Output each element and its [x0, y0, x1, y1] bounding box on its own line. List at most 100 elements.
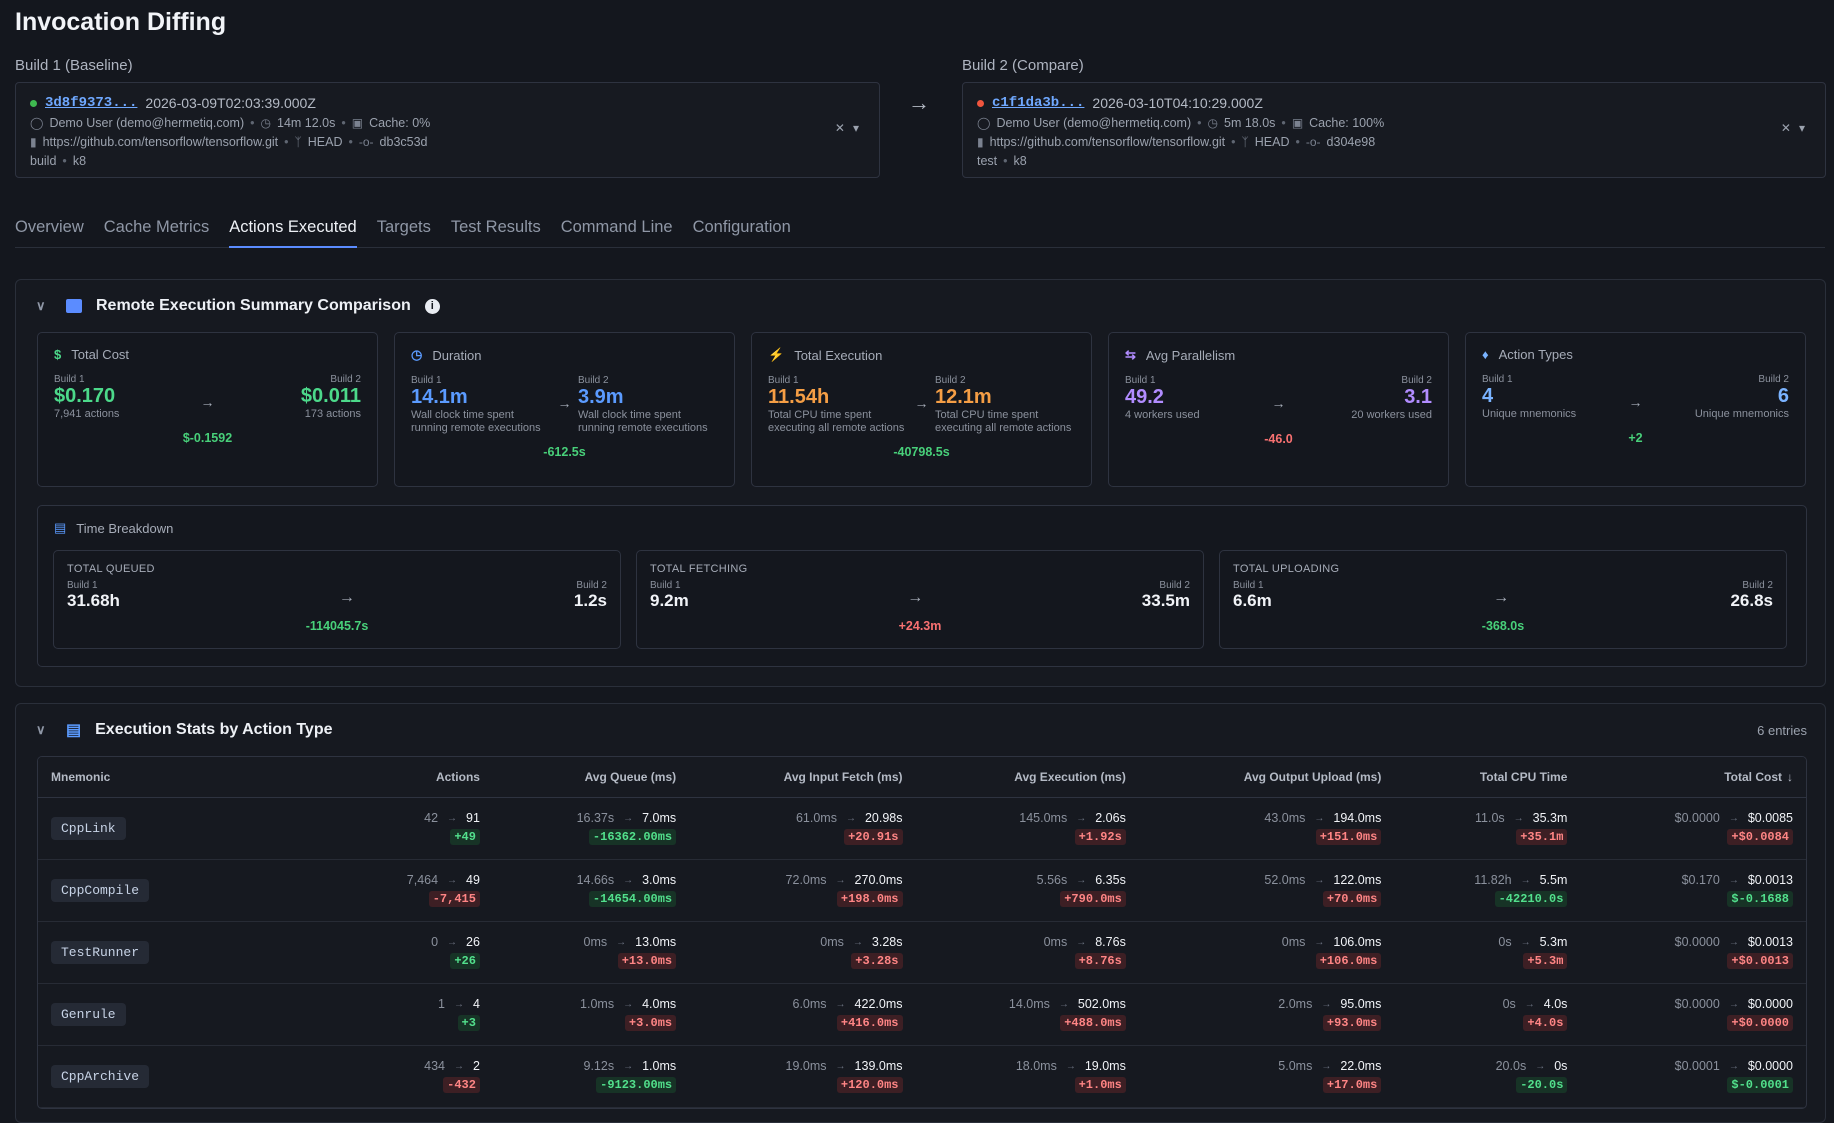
clock-icon: ◷: [411, 347, 423, 362]
metric-build1-value: 4: [1482, 385, 1494, 407]
column-header[interactable]: Total CPU Time: [1394, 757, 1581, 798]
build2-value: $0.0000: [1747, 1059, 1793, 1073]
chevron-down-icon[interactable]: ∨: [36, 298, 46, 313]
stat-cell: $0.170 → $0.0013 $-0.1688: [1580, 859, 1806, 922]
column-header-label: Total Cost: [1724, 769, 1782, 784]
table-row[interactable]: CppCompile 7,464 → 49 -7,415 14.66s → 3.…: [38, 859, 1806, 922]
build1-value: $0.0001: [1674, 1059, 1720, 1073]
metric-build2-desc: Unique mnemonics: [1694, 408, 1789, 420]
build1-hash-link[interactable]: 3d8f9373...: [45, 95, 138, 111]
build1-value: 18.0ms: [1015, 1059, 1057, 1073]
bar-chart-icon: ▤: [54, 520, 67, 535]
arrow-right-icon: →: [1271, 395, 1286, 411]
stat-cell: $0.0000 → $0.0013 +$0.0013: [1580, 921, 1806, 984]
tag-icon: ♦: [1482, 347, 1489, 362]
time-build2-value: 33.5m: [1141, 591, 1190, 610]
stat-cell: 16.37s → 7.0ms -16362.00ms: [492, 797, 690, 860]
build2-value: 422.0ms: [854, 997, 903, 1011]
commit-icon: -o-: [1305, 135, 1321, 149]
metric-build1-desc: 7,941 actions: [54, 408, 120, 420]
column-header[interactable]: Avg Execution (ms): [915, 757, 1139, 798]
build1-value: $0.170: [1681, 873, 1720, 887]
metric-card: ♦ Action Types Build 1 4 Unique mnemonic…: [1465, 332, 1806, 487]
build1-cache: Cache: 0%: [369, 116, 431, 130]
stat-cell: 19.0ms → 139.0ms +120.0ms: [689, 1045, 916, 1108]
tab-test-results[interactable]: Test Results: [450, 218, 541, 236]
table-row[interactable]: CppArchive 434 → 2 -432 9.12s → 1.0ms -9…: [38, 1045, 1806, 1108]
column-header[interactable]: Total Cost ↓: [1580, 757, 1806, 798]
build2-value: 91: [466, 811, 480, 825]
chevron-down-icon[interactable]: ▾: [852, 121, 867, 135]
metric-card-header: ⇆ Avg Parallelism: [1125, 347, 1432, 363]
build2-value: 3.0ms: [642, 873, 677, 887]
build1-label: Build 1: [768, 375, 799, 386]
time-breakdown-title: Time Breakdown: [76, 520, 174, 536]
tab-command-line[interactable]: Command Line: [560, 218, 673, 236]
build2-value: 2.06s: [1095, 811, 1126, 825]
build1-value: 11.0s: [1475, 811, 1505, 825]
stat-cell: 11.0s → 35.3m +35.1m: [1394, 797, 1581, 860]
metric-card: ⚡ Total Execution Build 1 11.54h Total C…: [751, 332, 1092, 487]
mnemonic-chip: CppLink: [51, 816, 126, 840]
build2-user: Demo User (demo@hermetiq.com): [996, 116, 1192, 130]
clear-icon[interactable]: ✕: [834, 121, 853, 135]
build2-timestamp: 2026-03-10T04:10:29.000Z: [1092, 95, 1263, 111]
time-cards: TOTAL QUEUED Build 1 31.68h → Build 2 1.…: [53, 550, 1787, 649]
build1-value: 0: [431, 935, 439, 949]
metric-build1-desc: Unique mnemonics: [1482, 408, 1577, 420]
table-row[interactable]: CppLink 42 → 91 +49 16.37s → 7.0ms -1636…: [38, 797, 1806, 860]
metric-card: $ Total Cost Build 1 $0.170 7,941 action…: [37, 332, 378, 487]
tab-overview[interactable]: Overview: [15, 218, 84, 236]
build1-value: 14.0ms: [1008, 997, 1050, 1011]
build2-hash-link[interactable]: c1f1da3b...: [992, 95, 1085, 111]
chevron-down-icon[interactable]: ▾: [1798, 121, 1813, 135]
build2-value: 4: [473, 997, 480, 1011]
column-header[interactable]: Actions: [338, 757, 493, 798]
build1-repo: https://github.com/tensorflow/tensorflow…: [42, 135, 279, 149]
column-header-label: Total CPU Time: [1479, 769, 1568, 784]
stat-cell: 0ms → 8.76s +8.76s: [915, 921, 1139, 984]
build2-value: 4.0s: [1543, 997, 1568, 1011]
table-row[interactable]: TestRunner 0 → 26 +26 0ms → 13.0ms +13.0…: [38, 921, 1806, 984]
stats-header[interactable]: ∨ ▤ Execution Stats by Action Type: [36, 720, 333, 740]
metric-delta: -40798.5s: [893, 445, 950, 459]
tab-configuration[interactable]: Configuration: [692, 218, 791, 236]
info-icon[interactable]: i: [424, 298, 440, 314]
build2-label: Build 2: [576, 580, 607, 591]
build2-value: 5.5m: [1539, 873, 1568, 887]
metric-card: ⇆ Avg Parallelism Build 1 49.2 4 workers…: [1108, 332, 1449, 487]
stat-cell: 434 → 2 -432: [338, 1045, 493, 1108]
tab-cache-metrics[interactable]: Cache Metrics: [103, 218, 210, 236]
column-header-label: Avg Output Upload (ms): [1243, 769, 1382, 784]
build1-selector[interactable]: 3d8f9373... 2026-03-09T02:03:39.000Z ◯ D…: [15, 82, 880, 178]
column-header[interactable]: Avg Output Upload (ms): [1138, 757, 1395, 798]
build2-selector[interactable]: c1f1da3b... 2026-03-10T04:10:29.000Z ◯ D…: [962, 82, 1826, 178]
repo-icon: ▮: [30, 135, 37, 149]
build2-value: 0s: [1554, 1059, 1568, 1073]
build2-label: Build 2: [1401, 375, 1432, 386]
column-header[interactable]: Avg Queue (ms): [492, 757, 690, 798]
clear-icon[interactable]: ✕: [1780, 121, 1799, 135]
metric-build2-value: $0.011: [300, 385, 361, 407]
delta-badge: -20.0s: [1516, 1077, 1568, 1093]
column-header[interactable]: Mnemonic: [38, 757, 338, 798]
sort-desc-icon[interactable]: ↓: [1787, 769, 1793, 784]
build1-value: 0ms: [1281, 935, 1306, 949]
delta-badge: +120.0ms: [836, 1077, 903, 1093]
summary-header[interactable]: ∨ Remote Execution Summary Comparison i: [36, 297, 440, 315]
mnemonic-chip: CppArchive: [51, 1064, 150, 1088]
arrow-right-icon: →: [1058, 998, 1069, 1010]
build1-value: 5.0ms: [1278, 1059, 1313, 1073]
table-row[interactable]: Genrule 1 → 4 +3 1.0ms → 4.0ms +3.0ms 6.…: [38, 983, 1806, 1046]
metric-delta: $-0.1592: [182, 431, 233, 445]
arrow-right-icon: →: [835, 1060, 846, 1072]
arrow-right-icon: →: [1321, 998, 1332, 1010]
tab-targets[interactable]: Targets: [376, 218, 431, 236]
time-breakdown: ▤ Time Breakdown TOTAL QUEUED Build 1 31…: [37, 505, 1807, 667]
column-header[interactable]: Avg Input Fetch (ms): [689, 757, 916, 798]
shuffle-icon: ⇆: [1125, 347, 1136, 362]
build1-value: 0ms: [820, 935, 844, 949]
tab-actions-executed[interactable]: Actions Executed: [229, 205, 357, 248]
summary-section: ∨ Remote Execution Summary Comparison i …: [15, 279, 1826, 687]
chevron-down-icon[interactable]: ∨: [36, 722, 46, 737]
